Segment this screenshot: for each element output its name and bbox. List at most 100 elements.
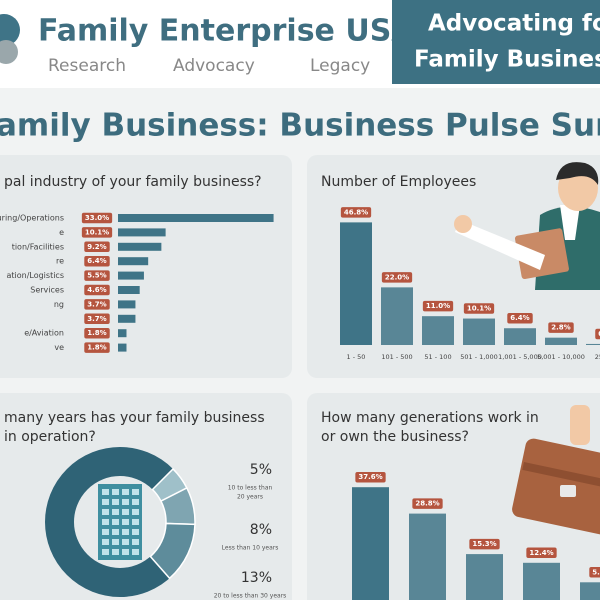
category-label: ve — [54, 343, 64, 352]
bar — [118, 271, 144, 280]
value-label: 10.1% — [85, 228, 109, 236]
value-label: 3.7% — [87, 315, 106, 323]
value-label: 33.0% — [85, 214, 109, 222]
value-label: 28.8% — [415, 500, 439, 508]
value-label-badge — [84, 284, 110, 296]
building-window — [122, 519, 129, 525]
category-label: 501 - 1,000 — [460, 353, 498, 361]
building-window — [112, 539, 119, 545]
category-label: 51 - 100 — [424, 353, 451, 361]
bar — [352, 487, 389, 600]
value-label: 6.4% — [510, 314, 529, 322]
value-label: 12.4% — [529, 549, 553, 557]
category-label: e — [59, 228, 64, 237]
value-label: 5.5% — [87, 272, 106, 280]
building-window — [132, 529, 139, 535]
panel-title: How many generations work in — [321, 410, 539, 426]
value-label-badge — [469, 538, 500, 550]
building-window — [122, 489, 129, 495]
bar — [504, 328, 536, 345]
building-window — [132, 519, 139, 525]
building-window — [112, 519, 119, 525]
tagline: Research — [48, 56, 126, 76]
value-label-badge — [84, 270, 110, 281]
building-window — [112, 489, 119, 495]
value-label-badge — [84, 299, 110, 310]
value-label: 1.8% — [87, 344, 106, 352]
building-window — [132, 539, 139, 545]
bar — [118, 214, 274, 222]
value-label-badge — [595, 328, 600, 340]
value-label-badge — [412, 498, 443, 509]
category-label: tion/Facilities — [12, 242, 64, 251]
bar — [545, 337, 577, 345]
panel-title: pal industry of your family business? — [4, 174, 262, 190]
value-label-badge — [507, 312, 533, 324]
tagline: Advocacy — [173, 56, 255, 76]
panel-title: in operation? — [4, 429, 96, 445]
value-label: 15.3% — [472, 540, 496, 548]
value-label-badge — [589, 567, 600, 578]
building-window — [102, 489, 109, 495]
value-label: 6.4% — [87, 257, 106, 265]
category-label: ng — [54, 300, 64, 309]
bar — [422, 316, 454, 345]
category-label: 25,0 — [595, 353, 600, 361]
bar — [586, 343, 600, 345]
category-label: Services — [30, 286, 64, 295]
category-label: re — [56, 257, 64, 266]
value-label: 0. — [598, 330, 600, 338]
building-window — [132, 509, 139, 515]
building-window — [102, 539, 109, 545]
building-window — [112, 549, 119, 555]
value-label-badge — [548, 322, 574, 333]
building-window — [122, 509, 129, 515]
bar — [580, 582, 600, 600]
category-label: 5,001 - 10,000 — [537, 353, 585, 361]
building-window — [132, 549, 139, 555]
value-label-badge — [340, 207, 372, 218]
building-window — [102, 529, 109, 535]
building-window — [102, 509, 109, 515]
category-label: Less than 10 years — [222, 545, 279, 552]
value-label-badge — [355, 471, 386, 483]
banner-text: Advocating fo — [428, 11, 600, 37]
panel — [0, 155, 292, 378]
banner-text: Family Busines — [414, 47, 600, 73]
value-label: 5.9 — [592, 568, 600, 576]
bar — [118, 329, 127, 338]
value-label-badge — [84, 255, 110, 267]
panel-title: Number of Employees — [321, 174, 476, 190]
value-label: 2.8% — [551, 324, 570, 332]
donut-segment — [149, 522, 196, 580]
value-label: 13% — [241, 570, 272, 586]
bar — [409, 513, 446, 600]
bar — [118, 228, 166, 237]
banner — [392, 0, 600, 84]
building-window — [112, 509, 119, 515]
building-window — [122, 499, 129, 505]
panel-title: many years has your family business — [4, 410, 265, 426]
value-label-badge — [84, 327, 110, 339]
building-window — [102, 549, 109, 555]
value-label: 10.1% — [467, 305, 491, 313]
category-label: 1,001 - 5,000 — [498, 353, 542, 361]
logo — [0, 14, 20, 64]
category-label: uring/Operations — [0, 214, 64, 223]
building-window — [132, 499, 139, 505]
bar — [523, 562, 560, 600]
value-label-badge — [84, 241, 110, 253]
illustration-person — [454, 162, 600, 290]
value-label-badge — [81, 227, 113, 238]
bar — [118, 300, 136, 309]
value-label-badge — [526, 547, 557, 559]
category-label: 20 to less than 30 years — [214, 593, 287, 600]
value-label: 46.8% — [344, 208, 368, 216]
category-label: ation/Logistics — [6, 271, 64, 280]
value-label-badge — [381, 272, 413, 283]
value-label: 3.7% — [87, 300, 106, 308]
bar — [118, 343, 127, 352]
value-label: 1.8% — [87, 329, 106, 337]
value-label: 9.2% — [87, 243, 106, 251]
